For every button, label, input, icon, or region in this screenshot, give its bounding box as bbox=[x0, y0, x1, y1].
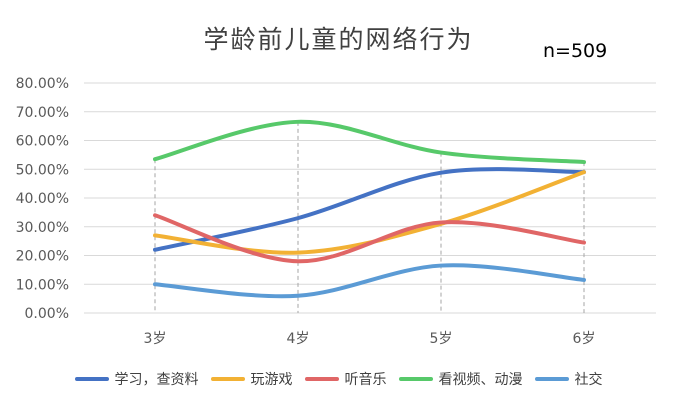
series-line-0 bbox=[153, 167, 586, 252]
x-tick-label: 3岁 bbox=[144, 331, 167, 347]
legend-swatch bbox=[74, 377, 109, 381]
sample-size-annotation: n=509 bbox=[543, 40, 608, 62]
x-tick-label: 5岁 bbox=[430, 331, 453, 347]
gridlines bbox=[84, 82, 656, 314]
legend-label: 看视频、动漫 bbox=[438, 372, 523, 388]
y-axis-ticks: 0.00% 10.00% 20.00% 30.00% 40.00% 50.00% 60.00… bbox=[16, 76, 69, 322]
legend-item: 玩游戏 bbox=[210, 369, 293, 389]
series-line-3 bbox=[153, 119, 586, 165]
legend-label: 玩游戏 bbox=[250, 372, 293, 388]
x-tick-label: 4岁 bbox=[287, 331, 310, 347]
legend-label: 社交 bbox=[574, 372, 603, 388]
legend-label: 听音乐 bbox=[344, 372, 387, 388]
x-axis-ticks: 3岁 4岁 5岁 6岁 bbox=[144, 331, 596, 347]
chart-title: 学龄前儿童的网络行为 bbox=[203, 25, 474, 54]
drop-lines bbox=[154, 121, 585, 313]
legend-swatch bbox=[398, 377, 433, 381]
legend-item: 看视频、动漫 bbox=[398, 369, 523, 389]
y-tick-label: 40.00% bbox=[16, 191, 69, 207]
y-tick-label: 60.00% bbox=[16, 134, 69, 150]
legend-item: 学习，查资料 bbox=[74, 369, 199, 389]
y-tick-label: 30.00% bbox=[16, 220, 69, 236]
series-line-4 bbox=[153, 263, 586, 299]
y-tick-label: 80.00% bbox=[16, 76, 69, 92]
y-tick-label: 70.00% bbox=[16, 105, 69, 121]
x-tick-label: 6岁 bbox=[573, 331, 596, 347]
y-tick-label: 50.00% bbox=[16, 162, 69, 178]
legend-swatch bbox=[210, 377, 245, 381]
legend-label: 学习，查资料 bbox=[114, 372, 199, 388]
y-tick-label: 10.00% bbox=[16, 277, 69, 293]
series-line-2 bbox=[153, 213, 586, 264]
legend: 学习，查资料 玩游戏 听音乐 看视频、动漫 社交 bbox=[0, 369, 677, 389]
legend-swatch bbox=[534, 377, 569, 381]
legend-swatch bbox=[304, 377, 339, 381]
y-tick-label: 20.00% bbox=[16, 249, 69, 265]
legend-item: 听音乐 bbox=[304, 369, 387, 389]
legend-item: 社交 bbox=[534, 369, 603, 389]
series-lines bbox=[153, 119, 586, 299]
y-tick-label: 0.00% bbox=[25, 306, 69, 322]
